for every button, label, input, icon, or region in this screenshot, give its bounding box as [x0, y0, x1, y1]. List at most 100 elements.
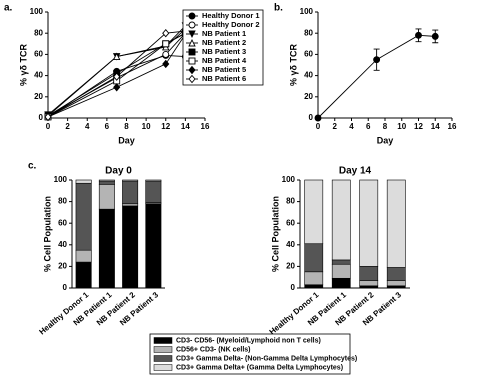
legend-swatch: [153, 337, 173, 344]
marker: [415, 31, 422, 39]
chart-title: Day 14: [339, 166, 372, 177]
y-axis-label: % Cell Population: [42, 196, 52, 272]
y-tick-label: 60: [58, 218, 67, 227]
legend-label: CD3+ Gamma Delta- (Non-Gamma Delta Lymph…: [176, 355, 357, 362]
legend-swatch: [153, 355, 173, 362]
y-tick-label: 0: [39, 113, 44, 122]
bar-segment: [122, 203, 139, 207]
panel-label: a.: [4, 3, 13, 14]
y-tick-label: 0: [309, 113, 314, 122]
y-tick-label: 20: [304, 92, 313, 101]
bar-segment: [331, 259, 351, 265]
x-tick-label: 14: [181, 122, 190, 131]
legend-swatch: [153, 346, 173, 353]
panel-label: b.: [274, 3, 283, 14]
y-tick-label: 20: [34, 92, 43, 101]
series-line: [47, 32, 186, 118]
x-tick-label: 10: [142, 122, 151, 131]
y-tick-label: 80: [286, 197, 295, 206]
y-tick-label: 60: [286, 218, 295, 227]
legend-marker: [188, 38, 196, 47]
y-tick-label: 80: [304, 28, 313, 37]
bar-segment: [145, 180, 162, 203]
legend-label: NB Patient 4: [202, 56, 247, 65]
legend-marker: [188, 30, 196, 39]
x-tick-label: 8: [124, 122, 129, 131]
bar-segment: [386, 179, 406, 268]
panel-label: c.: [28, 161, 37, 172]
marker: [162, 59, 170, 69]
y-tick-label: 100: [30, 7, 44, 16]
bar-segment: [122, 179, 139, 182]
y-axis-label: % Cell Population: [270, 196, 280, 272]
bar-segment: [386, 267, 406, 281]
x-tick-label: 12: [414, 122, 423, 131]
bar-segment: [359, 266, 379, 281]
x-tick-label: 4: [85, 122, 90, 131]
legend-label: NB Patient 6: [202, 74, 246, 83]
bar-segment: [304, 271, 324, 286]
x-tick-label: 2: [65, 122, 70, 131]
legend-marker: [188, 65, 196, 75]
bar-segment: [75, 249, 92, 263]
series-line: [317, 34, 436, 119]
legend-box: [149, 333, 351, 375]
x-tick-label: 0: [46, 122, 51, 131]
bar-segment: [75, 179, 92, 184]
bar-segment: [98, 179, 115, 182]
marker: [373, 56, 381, 64]
bar-segment: [145, 179, 162, 182]
x-axis-label: Day: [377, 135, 394, 145]
bar-segment: [75, 182, 92, 251]
bar-segment: [98, 180, 115, 185]
marker: [113, 72, 121, 81]
legend-label: CD56+ CD3- (NK cells): [176, 346, 251, 353]
x-tick-label: 4: [349, 122, 354, 131]
bar-segment: [386, 285, 406, 289]
legend-label: CD3- CD56- (Myeloid/Lymphoid non T cells…: [176, 337, 321, 344]
x-tick-label: 16: [201, 122, 210, 131]
legend-label: NB Patient 2: [202, 38, 246, 47]
x-tick-label: 6: [105, 122, 110, 131]
y-tick-label: 40: [34, 71, 43, 80]
x-tick-label: 8: [383, 122, 388, 131]
y-tick-label: 60: [304, 50, 313, 59]
bar-segment: [122, 205, 139, 289]
marker: [44, 112, 52, 122]
legend-label: NB Patient 5: [202, 65, 246, 74]
x-tick-label: 14: [431, 122, 440, 131]
legend-label: NB Patient 3: [202, 47, 246, 56]
y-tick-label: 40: [286, 240, 295, 249]
x-tick-label: 6: [366, 122, 371, 131]
chart-title: Day 0: [105, 166, 132, 177]
marker: [162, 50, 170, 58]
y-tick-label: 20: [286, 262, 295, 271]
x-tick-label: 12: [161, 122, 170, 131]
legend-marker: [188, 57, 196, 65]
series-line: [47, 55, 186, 118]
y-tick-label: 80: [58, 197, 67, 206]
y-tick-label: 100: [300, 7, 314, 16]
y-tick-label: 0: [291, 283, 296, 292]
marker: [113, 83, 121, 92]
series-line: [47, 34, 186, 118]
y-axis-label: % γδ TCR: [288, 44, 298, 86]
y-tick-label: 0: [63, 283, 68, 292]
bar-segment: [122, 180, 139, 205]
x-tick-label: 16: [448, 122, 457, 131]
series-line: [47, 30, 186, 118]
legend-marker: [188, 12, 196, 20]
y-tick-label: 80: [34, 28, 43, 37]
marker: [162, 40, 170, 48]
marker: [314, 114, 322, 122]
legend-swatch: [153, 364, 173, 371]
bar-segment: [75, 261, 92, 289]
legend-label: Healthy Donor 2: [202, 20, 260, 29]
bar-segment: [386, 280, 406, 287]
bar-segment: [331, 179, 351, 261]
marker: [162, 29, 170, 38]
bar-segment: [98, 208, 115, 289]
bar-segment: [359, 280, 379, 287]
bar-segment: [304, 284, 324, 289]
x-tick-label: 0: [316, 122, 321, 131]
